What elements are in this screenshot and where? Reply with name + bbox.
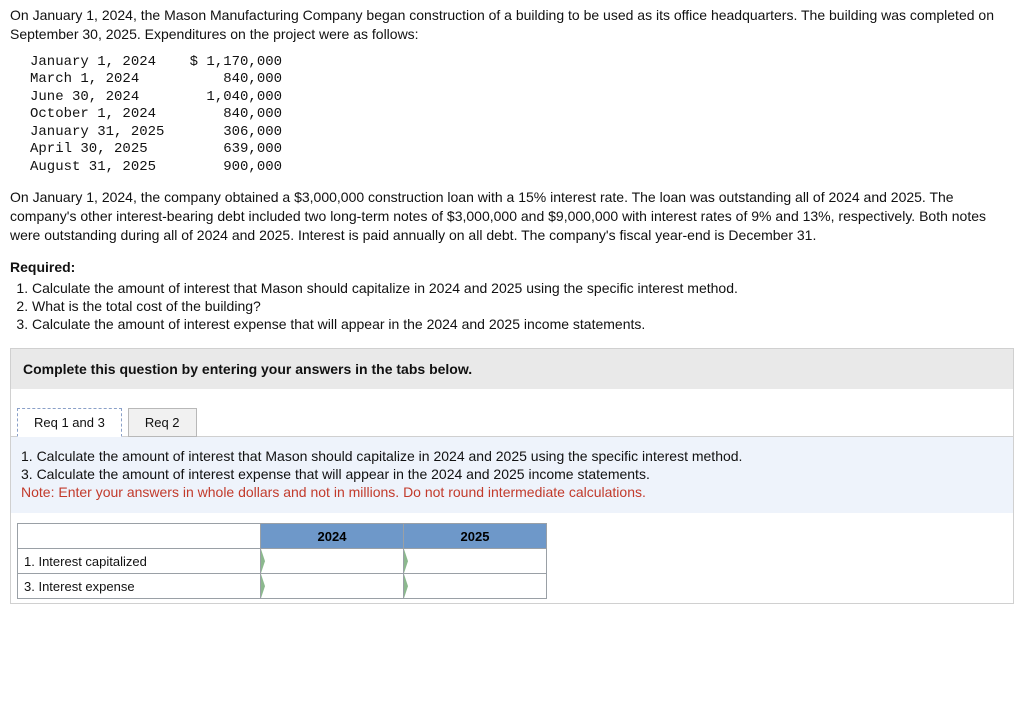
answer-container: Complete this question by entering your …: [10, 348, 1014, 605]
interest-capitalized-2025-input[interactable]: [410, 551, 544, 571]
tab-body: 1. Calculate the amount of interest that…: [11, 436, 1013, 514]
interest-expense-2025-input[interactable]: [410, 576, 544, 596]
tab-req-1-and-3[interactable]: Req 1 and 3: [17, 408, 122, 437]
row-label-interest-expense: 3. Interest expense: [18, 574, 261, 599]
input-cell-2024-capitalized[interactable]: [261, 549, 404, 574]
tabs-row: Req 1 and 3 Req 2: [11, 389, 1013, 436]
input-cell-2024-expense[interactable]: [261, 574, 404, 599]
row-label-interest-capitalized: 1. Interest capitalized: [18, 549, 261, 574]
tab-body-line-3: 3. Calculate the amount of interest expe…: [21, 465, 1003, 483]
year-header-2024: 2024: [261, 524, 404, 549]
requirement-3: Calculate the amount of interest expense…: [32, 315, 1014, 333]
intro-paragraph: On January 1, 2024, the Mason Manufactur…: [10, 6, 1014, 44]
tab-body-note: Note: Enter your answers in whole dollar…: [21, 483, 1003, 501]
tab-req-2[interactable]: Req 2: [128, 408, 197, 437]
interest-capitalized-2024-input[interactable]: [267, 551, 401, 571]
interest-expense-2024-input[interactable]: [267, 576, 401, 596]
requirement-1: Calculate the amount of interest that Ma…: [32, 279, 1014, 297]
instruction-bar: Complete this question by entering your …: [11, 349, 1013, 389]
expenditures-table: January 1, 2024 $ 1,170,000 March 1, 202…: [30, 54, 1014, 177]
input-cell-2025-expense[interactable]: [404, 574, 547, 599]
table-row: 1. Interest capitalized: [18, 549, 547, 574]
answer-table-wrap: 2024 2025 1. Interest capitalized 3. Int…: [11, 513, 1013, 603]
table-corner: [18, 524, 261, 549]
loan-paragraph: On January 1, 2024, the company obtained…: [10, 188, 1014, 245]
input-cell-2025-capitalized[interactable]: [404, 549, 547, 574]
year-header-2025: 2025: [404, 524, 547, 549]
table-row: 3. Interest expense: [18, 574, 547, 599]
tab-body-line-1: 1. Calculate the amount of interest that…: [21, 447, 1003, 465]
requirement-2: What is the total cost of the building?: [32, 297, 1014, 315]
requirements-list: Calculate the amount of interest that Ma…: [32, 279, 1014, 334]
answer-table: 2024 2025 1. Interest capitalized 3. Int…: [17, 523, 547, 599]
required-label: Required:: [10, 259, 1014, 275]
